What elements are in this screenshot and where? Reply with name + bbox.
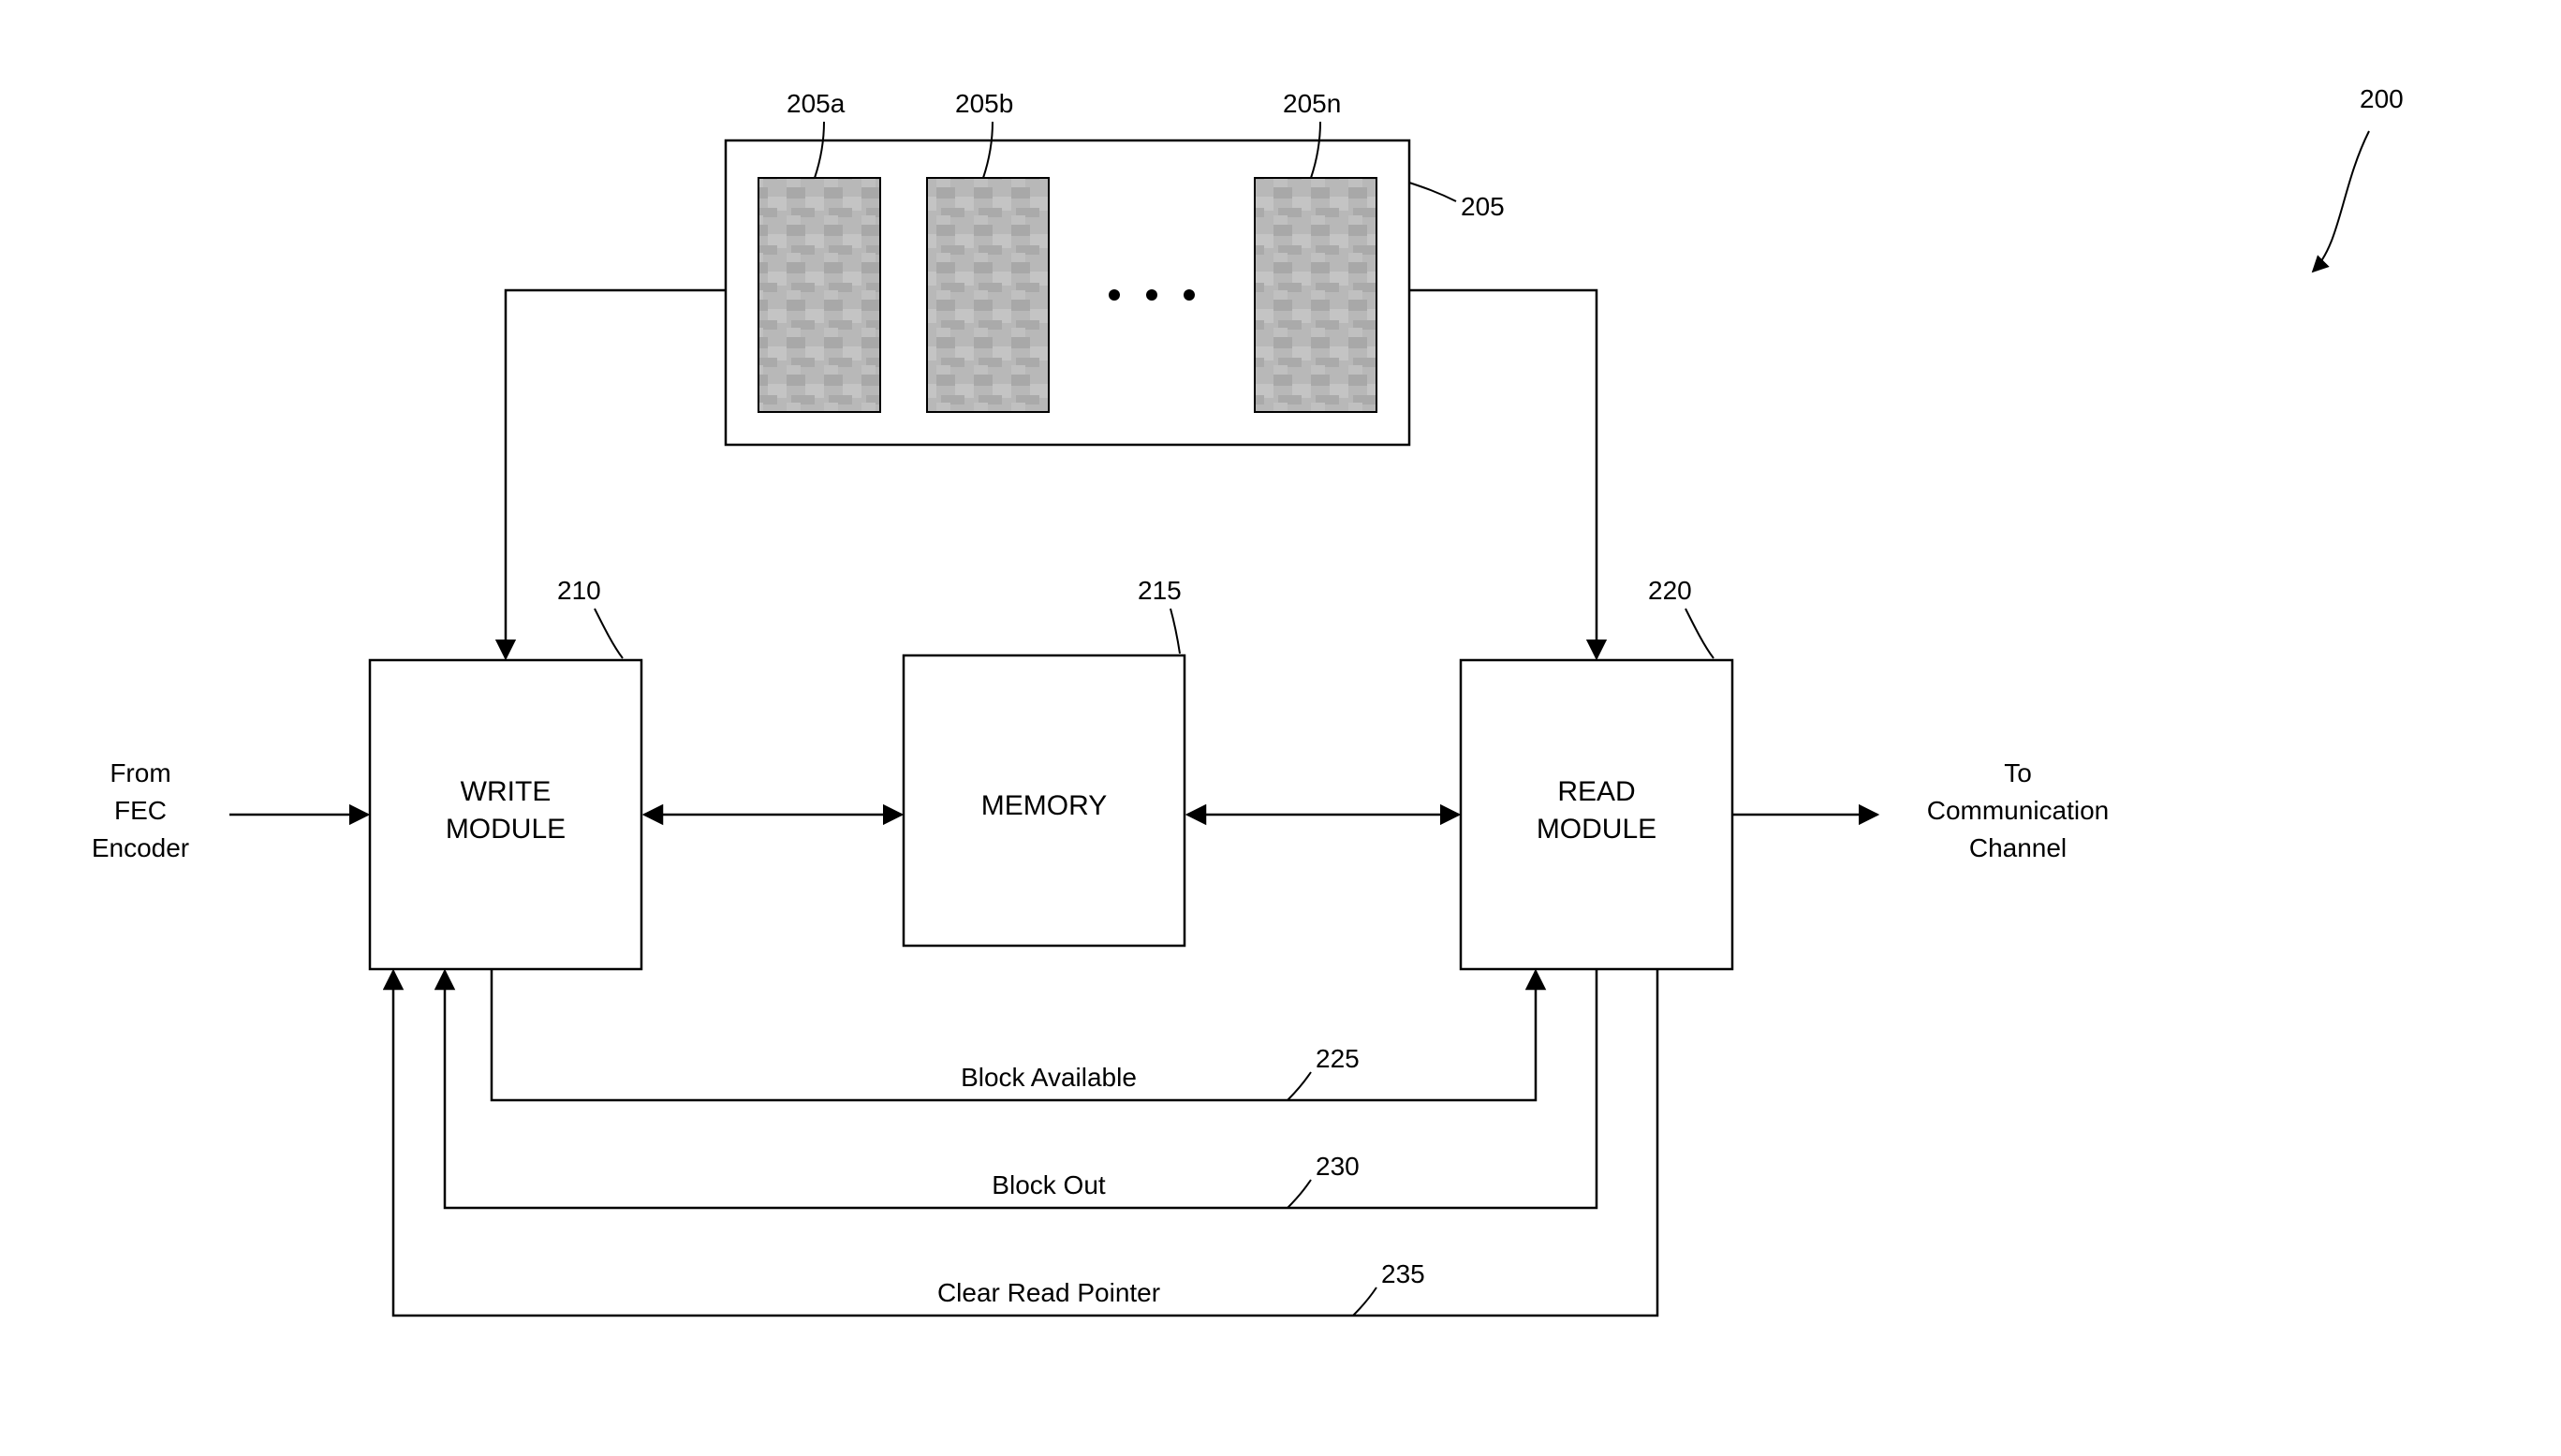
buffer-to-write xyxy=(506,290,726,658)
buffer-block: 205a 205b 205n 205 xyxy=(726,89,1505,445)
read-module-line1: READ xyxy=(1557,776,1635,807)
diagram-ref: 200 xyxy=(2313,84,2404,272)
read-module-ref: 220 xyxy=(1648,576,1692,605)
buffer-slot-n xyxy=(1255,178,1376,412)
signal-block-available-label: Block Available xyxy=(961,1063,1137,1092)
input-label-1: From xyxy=(110,758,170,787)
signal-clear-read-pointer-label: Clear Read Pointer xyxy=(937,1278,1160,1307)
buffer-to-read xyxy=(1409,290,1597,658)
signal-clear-read-pointer: Clear Read Pointer 235 xyxy=(393,969,1657,1316)
signal-clear-read-pointer-ref: 235 xyxy=(1381,1259,1425,1288)
input-label-3: Encoder xyxy=(92,833,189,862)
buffer-slot-n-ref: 205n xyxy=(1283,89,1341,118)
output-label-2: Communication xyxy=(1927,796,2110,825)
memory-block: MEMORY 215 xyxy=(904,576,1185,946)
write-module-line2: MODULE xyxy=(446,814,566,845)
buffer-slot-a xyxy=(758,178,880,412)
write-module-line1: WRITE xyxy=(461,776,552,807)
buffer-slot-b xyxy=(927,178,1049,412)
read-module-line2: MODULE xyxy=(1537,814,1656,845)
buffer-ref: 205 xyxy=(1461,192,1505,221)
signal-block-available-ref: 225 xyxy=(1316,1044,1360,1073)
memory-block-ref: 215 xyxy=(1138,576,1182,605)
signal-block-out-ref: 230 xyxy=(1316,1152,1360,1181)
diagram-ref-label: 200 xyxy=(2360,84,2404,113)
signal-block-out-label: Block Out xyxy=(992,1170,1106,1199)
buffer-slot-b-ref: 205b xyxy=(955,89,1013,118)
input-arrow: From FEC Encoder xyxy=(92,758,368,862)
input-label-2: FEC xyxy=(114,796,167,825)
output-label-3: Channel xyxy=(1969,833,2067,862)
buffer-slot-a-ref: 205a xyxy=(787,89,846,118)
block-diagram: 200 205a 205b 205n 205 WRITE MODULE 210 … xyxy=(0,0,2561,1456)
memory-block-line1: MEMORY xyxy=(981,790,1107,821)
output-label-1: To xyxy=(2004,758,2032,787)
output-arrow: To Communication Channel xyxy=(1732,758,2109,862)
signal-block-available: Block Available 225 xyxy=(492,969,1536,1100)
write-module-ref: 210 xyxy=(557,576,601,605)
